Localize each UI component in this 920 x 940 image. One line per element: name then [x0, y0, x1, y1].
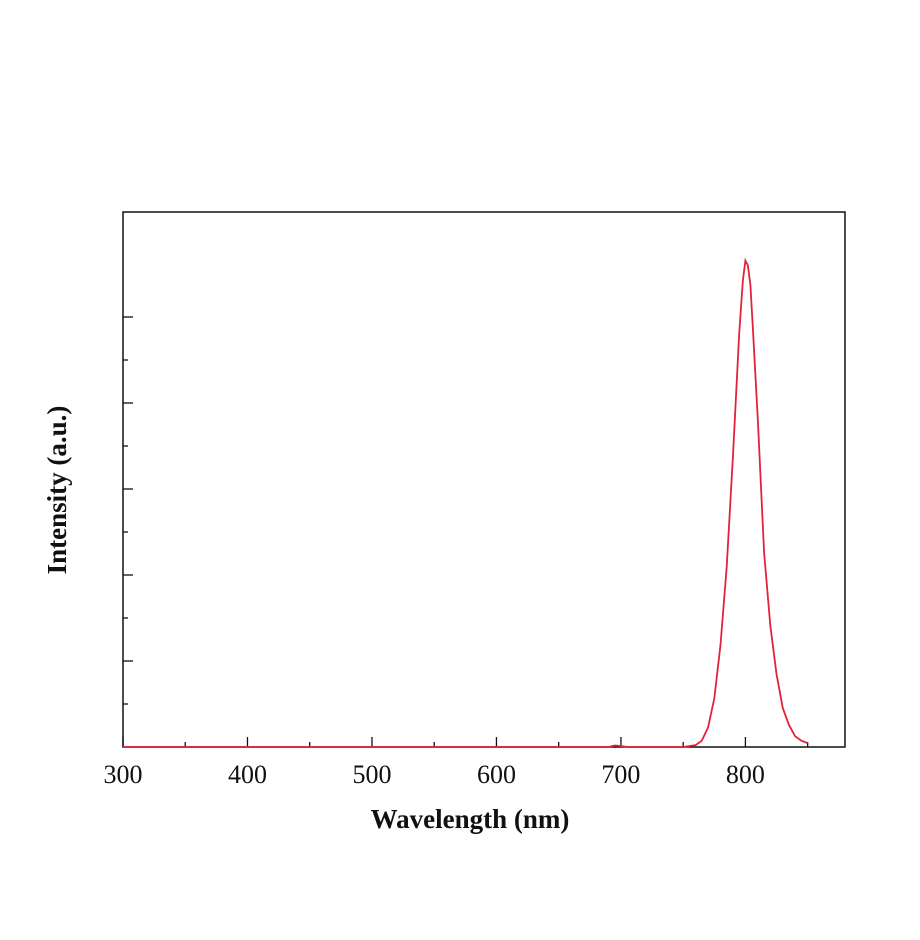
x-tick-label: 600 — [477, 760, 516, 789]
x-tick-label: 700 — [601, 760, 640, 789]
x-tick-label: 800 — [726, 760, 765, 789]
x-axis-title: Wavelength (nm) — [371, 804, 570, 834]
x-tick-label: 300 — [104, 760, 143, 789]
axis-ticks — [122, 316, 809, 747]
y-axis-title: Intensity (a.u.) — [42, 406, 72, 575]
x-tick-label: 500 — [352, 760, 391, 789]
spectrum-series-line — [123, 257, 809, 748]
x-tick-label: 400 — [228, 760, 267, 789]
x-tick-labels: 300 400 500 600 700 800 — [104, 760, 765, 789]
plot-frame — [122, 211, 846, 748]
